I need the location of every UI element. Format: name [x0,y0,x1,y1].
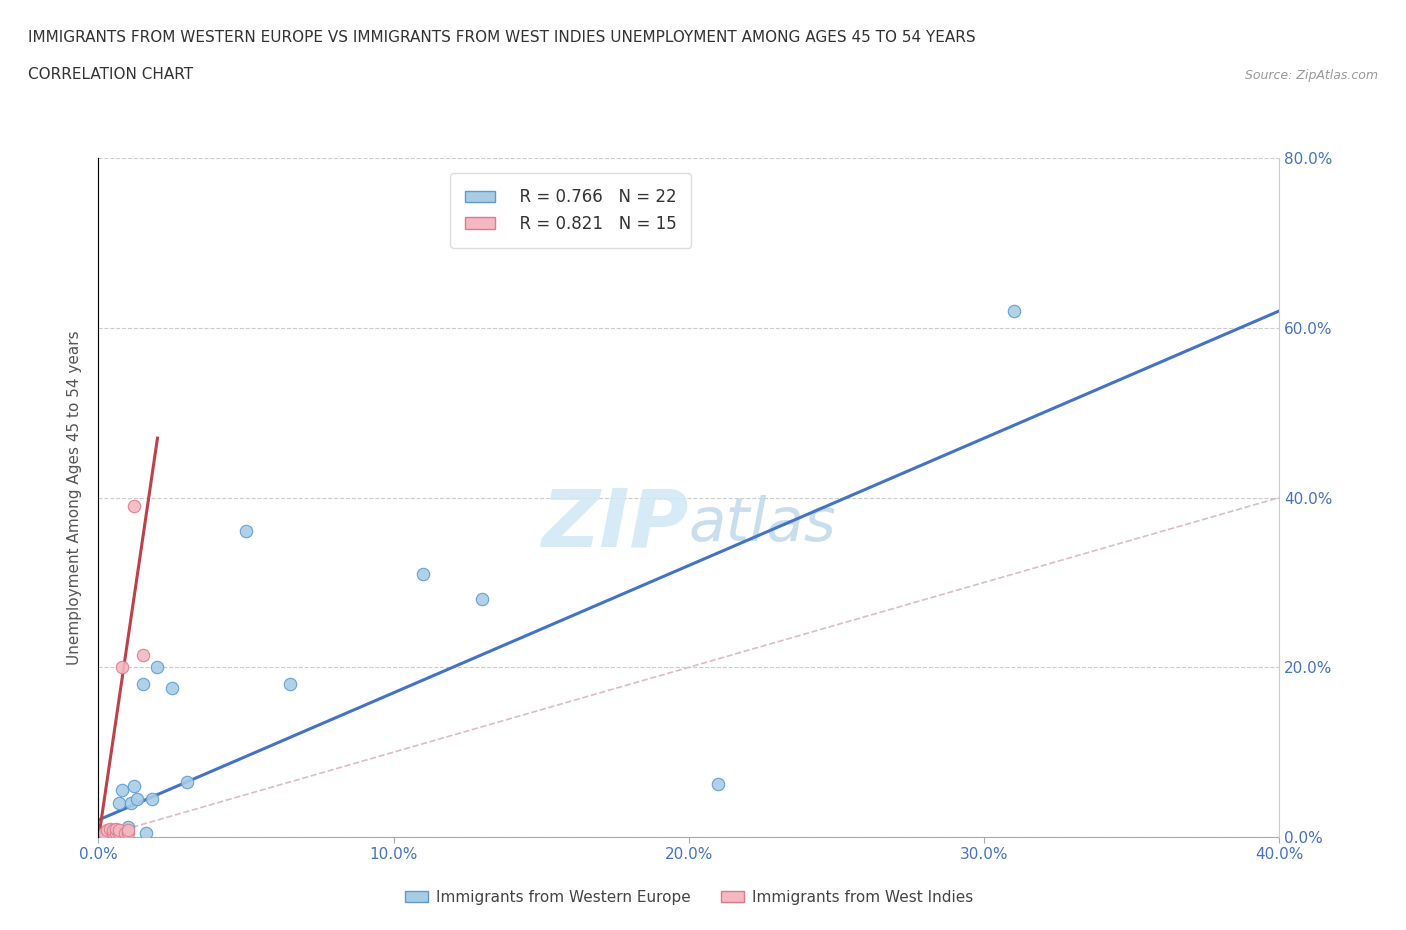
Point [111,783,134,798]
Point [103,823,125,838]
Point [141,791,163,806]
Point [471,592,494,607]
Point [278,677,302,692]
Point [135,825,157,840]
Point [108,825,131,840]
Point [117,825,139,840]
Point [176,775,198,790]
Point [105,825,128,840]
Point [412,566,434,581]
Y-axis label: Unemployment Among Ages 45 to 54 years: Unemployment Among Ages 45 to 54 years [67,330,83,665]
Legend: Immigrants from Western Europe, Immigrants from West Indies: Immigrants from Western Europe, Immigran… [399,884,979,910]
Point [132,677,155,692]
Point [108,823,131,838]
Text: CORRELATION CHART: CORRELATION CHART [28,67,193,82]
Point [120,796,142,811]
Point [108,796,131,811]
Point [105,821,128,836]
Point [103,825,125,840]
Point [122,498,145,513]
Point [235,525,257,539]
Point [114,825,136,840]
Point [114,825,136,840]
Text: IMMIGRANTS FROM WESTERN EUROPE VS IMMIGRANTS FROM WEST INDIES UNEMPLOYMENT AMONG: IMMIGRANTS FROM WESTERN EUROPE VS IMMIGR… [28,30,976,45]
Point [98,821,121,836]
Point [105,825,128,840]
Point [117,823,139,838]
Point [132,647,155,662]
Point [103,823,125,838]
Point [1002,303,1025,318]
Point [707,777,730,791]
Point [125,791,148,806]
Text: atlas: atlas [689,495,837,554]
Text: Source: ZipAtlas.com: Source: ZipAtlas.com [1244,69,1378,82]
Point [162,681,183,696]
Point [111,660,134,675]
Point [146,660,169,675]
Point [117,819,139,834]
Point [96,825,118,840]
Text: ZIP: ZIP [541,485,689,564]
Point [93,825,115,840]
Point [96,823,118,838]
Point [122,778,145,793]
